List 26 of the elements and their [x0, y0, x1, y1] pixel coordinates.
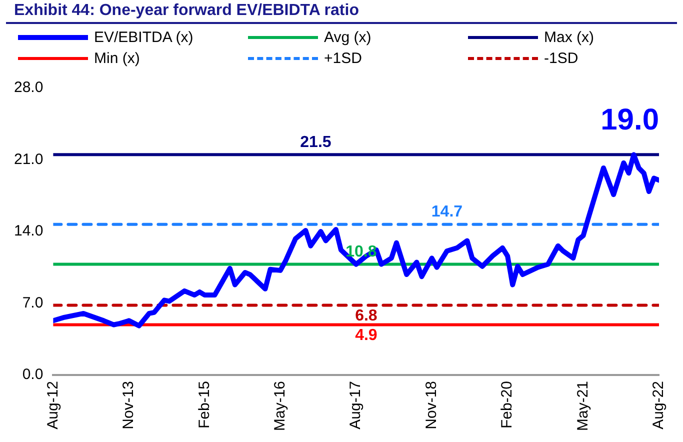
legend-label: +1SD	[324, 50, 362, 67]
x-tick-label: May-21	[574, 380, 592, 432]
legend-label: Min (x)	[94, 50, 140, 67]
x-tick-label: Nov-13	[120, 380, 138, 430]
y-tick-label: 21.0	[14, 150, 44, 168]
y-tick-label: 14.0	[14, 222, 44, 240]
legend-label: Max (x)	[544, 29, 594, 46]
x-tick-label: Aug-22	[650, 380, 668, 430]
y-tick-label: 7.0	[22, 294, 44, 312]
x-tick-label: Feb-20	[498, 380, 516, 429]
x-tick-label: Feb-15	[196, 380, 213, 429]
annotation: 14.7	[431, 204, 463, 221]
x-tick-label: Aug-17	[347, 380, 364, 430]
x-tick-label: Nov-18	[422, 380, 440, 430]
x-tick-label: Aug-12	[44, 380, 62, 430]
annotation: 6.8	[355, 308, 378, 325]
y-tick-label: 28.0	[14, 79, 44, 96]
legend-label: -1SD	[544, 50, 578, 67]
annotation: 21.5	[300, 134, 332, 152]
y-tick-label: 0.0	[22, 366, 44, 384]
x-tick-label: May-16	[272, 380, 289, 432]
annotation: 4.9	[355, 327, 378, 344]
annotation: 19.0	[600, 103, 659, 136]
legend-label: Avg (x)	[324, 29, 372, 46]
legend-label: EV/EBITDA (x)	[94, 29, 194, 46]
chart-title: Exhibit 44: One-year forward EV/EBIDTA ratio	[6, 0, 677, 24]
